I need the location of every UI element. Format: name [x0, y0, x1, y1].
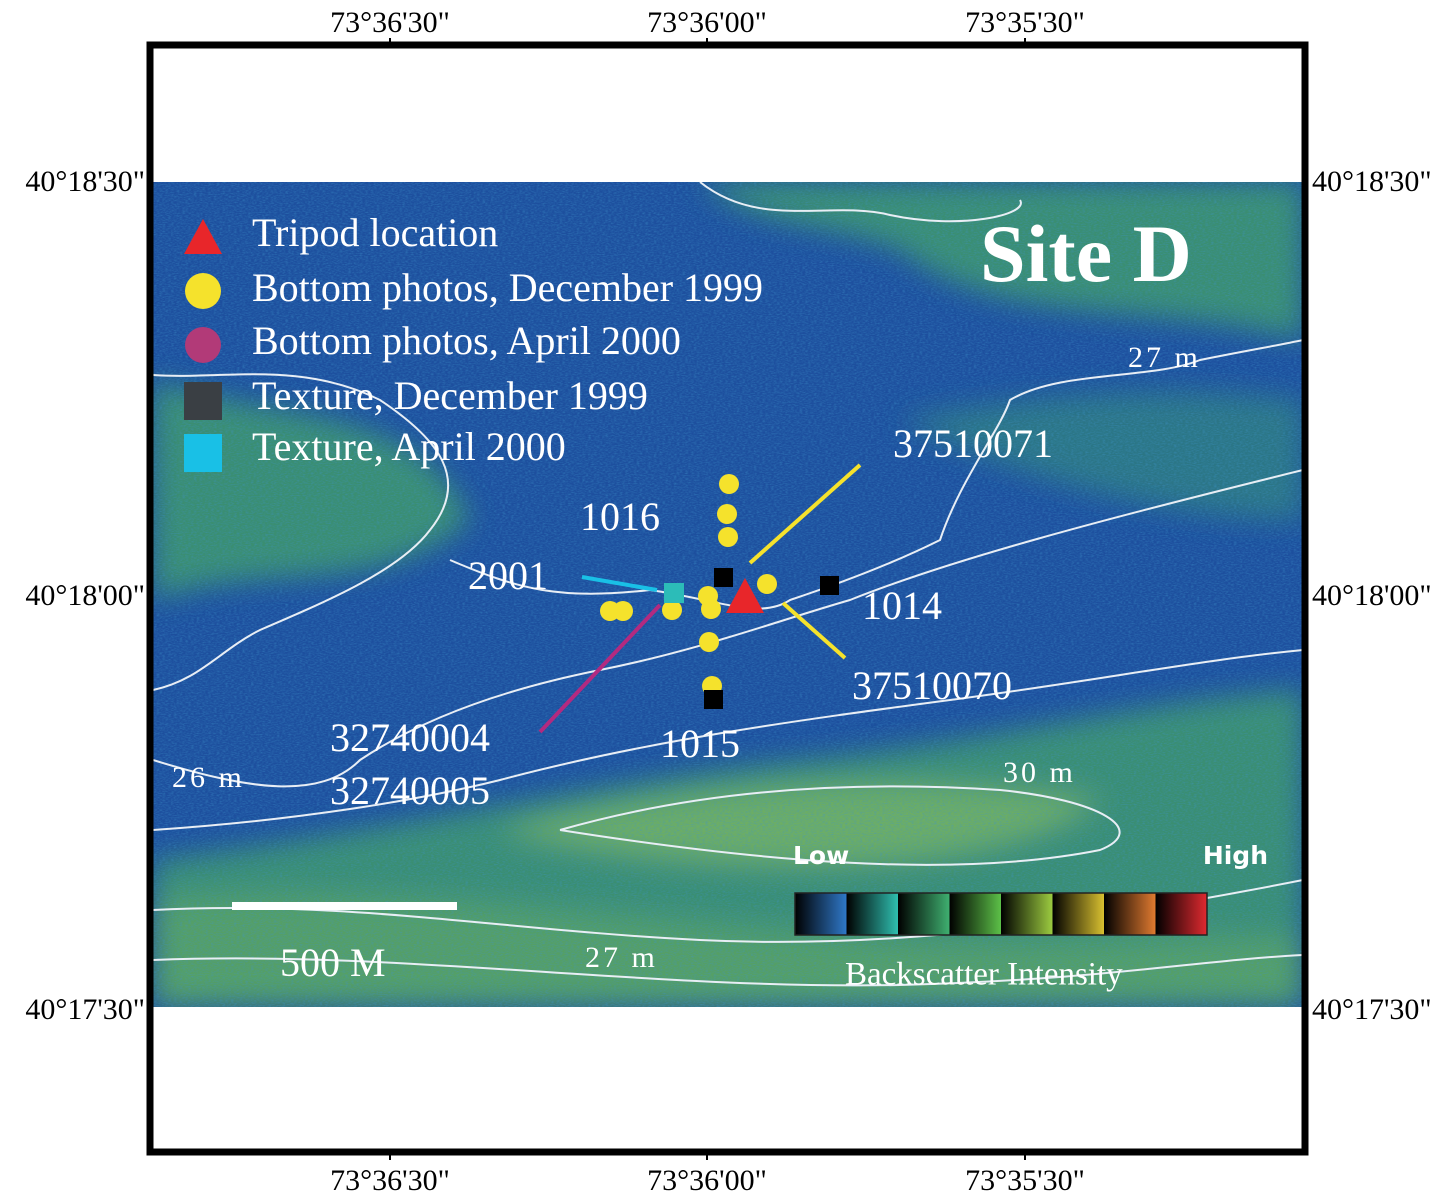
- y-tick-label: 40°18'30": [25, 165, 145, 198]
- x-tick-label: 73°35'30": [965, 1164, 1085, 1197]
- legend-entry: Tripod location: [252, 210, 498, 255]
- photo-point: [613, 601, 633, 621]
- photo-point: [717, 504, 737, 524]
- photo-point: [701, 599, 721, 619]
- texture-point: [714, 568, 733, 587]
- photo-point: [757, 574, 777, 594]
- legend-entry: Bottom photos, April 2000: [252, 318, 681, 363]
- sample-label: 32740005: [330, 768, 490, 813]
- sample-label: 37510070: [852, 663, 1012, 708]
- y-tick-label: 40°18'00": [1312, 579, 1432, 612]
- map: 73°36'30" 73°36'30" 73°36'00" 73°36'00" 73°3…: [0, 0, 1444, 1198]
- contour-label: 27 m: [585, 941, 658, 974]
- texture-point: [820, 576, 839, 595]
- colorbar-title: Backscatter Intensity: [845, 957, 1123, 993]
- colorbar-segment: [898, 893, 950, 935]
- legend-entry: Bottom photos, December 1999: [252, 265, 763, 310]
- x-tick-label: 73°35'30": [965, 6, 1085, 39]
- colorbar-segment: [1001, 893, 1053, 935]
- y-tick-label: 40°17'30": [25, 993, 145, 1026]
- sample-label: 1015: [660, 721, 740, 766]
- contour-label: 30 m: [1003, 756, 1076, 789]
- photo-point: [699, 632, 719, 652]
- y-tick-label: 40°18'00": [25, 579, 145, 612]
- contour-label: 26 m: [172, 761, 245, 794]
- x-tick-label: 73°36'00": [647, 6, 767, 39]
- legend-cyan-square: [184, 434, 222, 472]
- sample-label: 37510071: [893, 421, 1053, 466]
- texture-point: [704, 690, 723, 709]
- legend-yellow-circle: [185, 273, 221, 309]
- legend-magenta-circle: [185, 327, 221, 363]
- colorbar-high: High: [1203, 841, 1268, 870]
- scale-bar-label: 500 M: [280, 940, 386, 985]
- legend-entry: Texture, April 2000: [252, 424, 566, 469]
- colorbar-low: Low: [793, 841, 849, 870]
- colorbar-segment: [1104, 893, 1156, 935]
- colorbar-segment: [795, 893, 847, 935]
- colorbar-segment: [847, 893, 899, 935]
- photo-point: [719, 474, 739, 494]
- colorbar-segment: [1053, 893, 1105, 935]
- photo-point: [718, 527, 738, 547]
- x-tick-label: 73°36'30": [330, 1164, 450, 1197]
- colorbar: [795, 893, 1207, 935]
- colorbar-segment: [1156, 893, 1208, 935]
- texture-point-april: [664, 583, 684, 603]
- contour-label: 27 m: [1128, 341, 1201, 374]
- x-tick-label: 73°36'30": [330, 6, 450, 39]
- sample-label: 2001: [468, 553, 548, 598]
- y-tick-label: 40°18'30": [1312, 165, 1432, 198]
- legend-entry: Texture, December 1999: [252, 373, 648, 418]
- y-tick-label: 40°17'30": [1312, 993, 1432, 1026]
- x-tick-label: 73°36'00": [647, 1164, 767, 1197]
- legend-dark-square: [184, 382, 222, 420]
- site-title: Site D: [980, 208, 1192, 299]
- sample-label: 1016: [580, 494, 660, 539]
- colorbar-segment: [950, 893, 1002, 935]
- sample-label: 32740004: [330, 715, 490, 760]
- sample-label: 1014: [862, 583, 942, 628]
